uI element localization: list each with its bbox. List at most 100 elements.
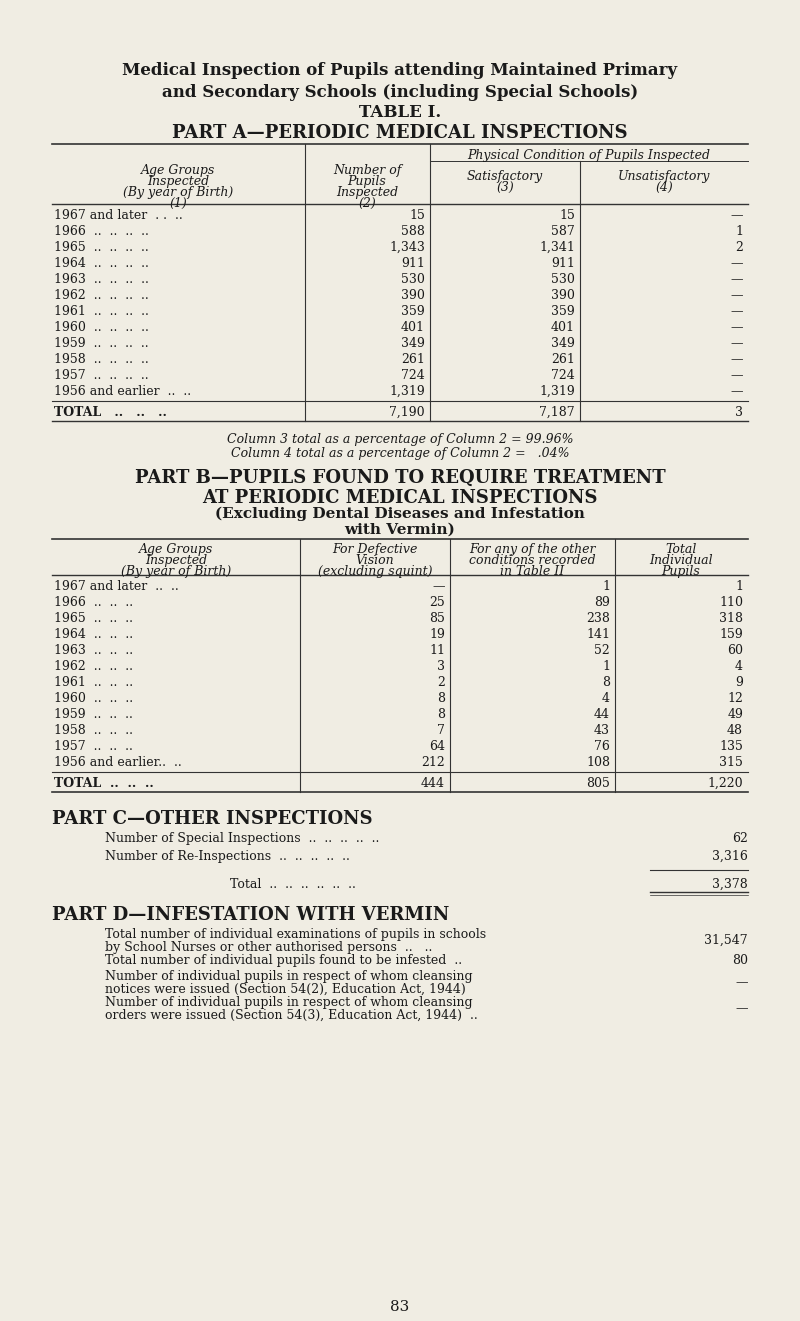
Text: 8: 8 [602, 676, 610, 690]
Text: 1,220: 1,220 [707, 777, 743, 790]
Text: 1965  ..  ..  ..: 1965 .. .. .. [54, 612, 133, 625]
Text: For any of the other: For any of the other [469, 543, 595, 556]
Text: 12: 12 [727, 692, 743, 705]
Text: in Table II: in Table II [500, 565, 564, 579]
Text: 9: 9 [735, 676, 743, 690]
Text: 911: 911 [401, 258, 425, 269]
Text: —: — [730, 337, 743, 350]
Text: 1962  ..  ..  ..  ..: 1962 .. .. .. .. [54, 289, 149, 303]
Text: 1967 and later  . .  ..: 1967 and later . . .. [54, 209, 182, 222]
Text: 1: 1 [602, 580, 610, 593]
Text: 49: 49 [727, 708, 743, 721]
Text: notices were issued (Section 54(2), Education Act, 1944): notices were issued (Section 54(2), Educ… [105, 983, 466, 996]
Text: 261: 261 [401, 353, 425, 366]
Text: Satisfactory: Satisfactory [467, 170, 543, 184]
Text: 43: 43 [594, 724, 610, 737]
Text: 19: 19 [429, 627, 445, 641]
Text: 1956 and earlier..  ..: 1956 and earlier.. .. [54, 756, 182, 769]
Text: 724: 724 [402, 369, 425, 382]
Text: (excluding squint): (excluding squint) [318, 565, 432, 579]
Text: Number of: Number of [333, 164, 401, 177]
Text: 3,316: 3,316 [712, 849, 748, 863]
Text: Pupils: Pupils [348, 174, 386, 188]
Text: —: — [730, 273, 743, 287]
Text: TOTAL   ..   ..   ..: TOTAL .. .. .. [54, 406, 167, 419]
Text: 349: 349 [401, 337, 425, 350]
Text: (By year of Birth): (By year of Birth) [121, 565, 231, 579]
Text: 390: 390 [551, 289, 575, 303]
Text: 4: 4 [602, 692, 610, 705]
Text: Number of individual pupils in respect of whom cleansing: Number of individual pupils in respect o… [105, 996, 473, 1009]
Text: 1,341: 1,341 [539, 240, 575, 254]
Text: 7,187: 7,187 [539, 406, 575, 419]
Text: PART B—PUPILS FOUND TO REQUIRE TREATMENT: PART B—PUPILS FOUND TO REQUIRE TREATMENT [134, 469, 666, 487]
Text: Column 4 total as a percentage of Column 2 =   .04%: Column 4 total as a percentage of Column… [230, 446, 570, 460]
Text: 1964  ..  ..  ..: 1964 .. .. .. [54, 627, 133, 641]
Text: 805: 805 [586, 777, 610, 790]
Text: 359: 359 [551, 305, 575, 318]
Text: 3: 3 [437, 660, 445, 672]
Text: —: — [433, 580, 445, 593]
Text: 31,547: 31,547 [704, 934, 748, 947]
Text: 159: 159 [719, 627, 743, 641]
Text: 1: 1 [735, 225, 743, 238]
Text: 80: 80 [732, 954, 748, 967]
Text: 64: 64 [429, 740, 445, 753]
Text: Pupils: Pupils [662, 565, 700, 579]
Text: 3,378: 3,378 [712, 878, 748, 890]
Text: 238: 238 [586, 612, 610, 625]
Text: Inspected: Inspected [147, 174, 209, 188]
Text: TABLE I.: TABLE I. [359, 104, 441, 122]
Text: Age Groups: Age Groups [141, 164, 215, 177]
Text: 1,319: 1,319 [539, 384, 575, 398]
Text: PART C—OTHER INSPECTIONS: PART C—OTHER INSPECTIONS [52, 810, 373, 828]
Text: 1: 1 [602, 660, 610, 672]
Text: (1): (1) [169, 197, 187, 210]
Text: 11: 11 [429, 645, 445, 657]
Text: Total: Total [666, 543, 697, 556]
Text: 89: 89 [594, 596, 610, 609]
Text: orders were issued (Section 54(3), Education Act, 1944)  ..: orders were issued (Section 54(3), Educa… [105, 1009, 478, 1022]
Text: 15: 15 [559, 209, 575, 222]
Text: 2: 2 [437, 676, 445, 690]
Text: 911: 911 [551, 258, 575, 269]
Text: 7: 7 [437, 724, 445, 737]
Text: PART D—INFESTATION WITH VERMIN: PART D—INFESTATION WITH VERMIN [52, 906, 450, 923]
Text: 1960  ..  ..  ..  ..: 1960 .. .. .. .. [54, 321, 149, 334]
Text: —: — [730, 258, 743, 269]
Text: PART A—PERIODIC MEDICAL INSPECTIONS: PART A—PERIODIC MEDICAL INSPECTIONS [172, 124, 628, 141]
Text: —: — [735, 976, 748, 989]
Text: —: — [730, 384, 743, 398]
Text: —: — [730, 321, 743, 334]
Text: 48: 48 [727, 724, 743, 737]
Text: 212: 212 [422, 756, 445, 769]
Text: TOTAL  ..  ..  ..: TOTAL .. .. .. [54, 777, 154, 790]
Text: 1967 and later  ..  ..: 1967 and later .. .. [54, 580, 178, 593]
Text: (4): (4) [655, 181, 673, 194]
Text: Total  ..  ..  ..  ..  ..  ..: Total .. .. .. .. .. .. [230, 878, 356, 890]
Text: Physical Condition of Pupils Inspected: Physical Condition of Pupils Inspected [467, 149, 710, 162]
Text: Number of Special Inspections  ..  ..  ..  ..  ..: Number of Special Inspections .. .. .. .… [105, 832, 379, 845]
Text: and Secondary Schools (including Special Schools): and Secondary Schools (including Special… [162, 85, 638, 100]
Text: 1961  ..  ..  ..: 1961 .. .. .. [54, 676, 133, 690]
Text: 85: 85 [429, 612, 445, 625]
Text: For Defective: For Defective [332, 543, 418, 556]
Text: with Vermin): with Vermin) [345, 523, 455, 538]
Text: 108: 108 [586, 756, 610, 769]
Text: Vision: Vision [356, 553, 394, 567]
Text: 359: 359 [402, 305, 425, 318]
Text: 315: 315 [719, 756, 743, 769]
Text: 1963  ..  ..  ..: 1963 .. .. .. [54, 645, 133, 657]
Text: 1,319: 1,319 [390, 384, 425, 398]
Text: 1957  ..  ..  ..: 1957 .. .. .. [54, 740, 133, 753]
Text: 401: 401 [551, 321, 575, 334]
Text: Total number of individual pupils found to be infested  ..: Total number of individual pupils found … [105, 954, 462, 967]
Text: 444: 444 [421, 777, 445, 790]
Text: 1960  ..  ..  ..: 1960 .. .. .. [54, 692, 133, 705]
Text: 1961  ..  ..  ..  ..: 1961 .. .. .. .. [54, 305, 149, 318]
Text: 52: 52 [594, 645, 610, 657]
Text: (3): (3) [496, 181, 514, 194]
Text: 8: 8 [437, 708, 445, 721]
Text: 724: 724 [551, 369, 575, 382]
Text: (2): (2) [358, 197, 376, 210]
